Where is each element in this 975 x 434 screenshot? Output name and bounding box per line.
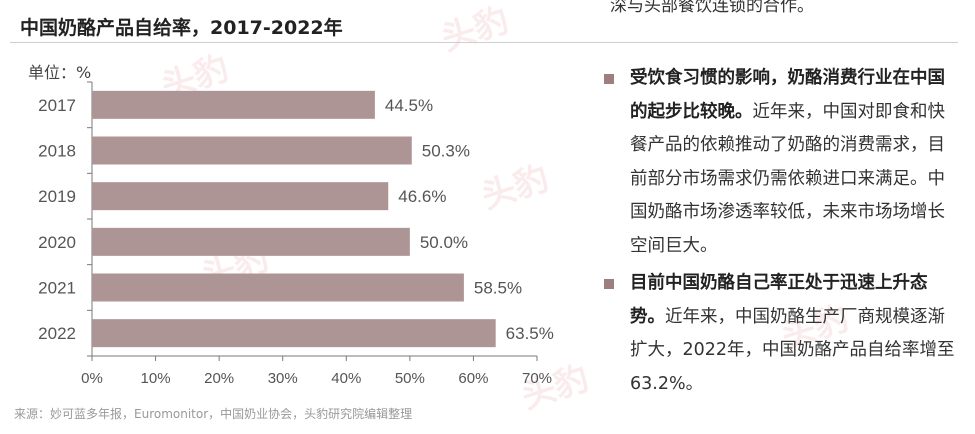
category-label: 2022	[38, 324, 76, 343]
category-label: 2021	[38, 279, 76, 298]
x-tick-label: 0%	[81, 370, 103, 387]
bar	[92, 136, 412, 165]
square-bullet-icon	[604, 279, 614, 289]
x-tick-label: 70%	[522, 370, 552, 387]
category-label: 2017	[38, 96, 76, 115]
bullet-list: 受饮食习惯的影响，奶酪消费行业在中国的起步比较晚。近年来，中国对即食和快餐产品的…	[602, 62, 958, 405]
bullet-text: 近年来，中国奶酪生产厂商规模逐渐扩大，2022年，中国奶酪产品自给率增至63.2…	[630, 306, 955, 394]
data-label: 44.5%	[385, 96, 433, 115]
bar-chart: 0% 10% 20% 30% 40% 50% 60% 70% 2017 44.5% 2018 50.3…	[38, 81, 554, 387]
bar	[92, 273, 464, 302]
bullet-heading: 受饮食习惯的影响，奶酪消费行业在中国的起步比较晚。	[630, 68, 945, 122]
title-divider	[10, 42, 958, 43]
source-note: 来源：妙可蓝多年报，Euromonitor，中国奶业协会，头豹研究院编辑整理	[14, 407, 413, 421]
x-tick-label: 50%	[395, 370, 425, 387]
square-bullet-icon	[604, 74, 614, 84]
bar	[92, 227, 410, 256]
bullet-item: 目前中国奶酪自己率正处于迅速上升态势。近年来，中国奶酪生产厂商规模逐渐扩大，20…	[602, 267, 958, 401]
bar	[92, 319, 496, 348]
x-tick-label: 30%	[268, 370, 298, 387]
category-label: 2018	[38, 142, 76, 161]
x-tick-label: 60%	[458, 370, 488, 387]
data-label: 50.3%	[422, 142, 470, 161]
data-label: 58.5%	[474, 279, 522, 298]
chart-title: 中国奶酪产品自给率，2017-2022年	[20, 17, 343, 39]
category-label: 2019	[38, 187, 76, 206]
data-label: 46.6%	[398, 187, 446, 206]
x-tick-label: 20%	[204, 370, 234, 387]
category-label: 2020	[38, 233, 76, 252]
data-label: 50.0%	[420, 233, 468, 252]
bar	[92, 182, 389, 211]
bullet-heading: 目前中国奶酪自己率正处于迅速上升态势。	[630, 273, 928, 327]
x-tick-label: 40%	[331, 370, 361, 387]
x-tick-label: 10%	[141, 370, 171, 387]
previous-paragraph-fragment: 深与头部餐饮连锁的合作。	[610, 0, 814, 16]
bullet-item: 受饮食习惯的影响，奶酪消费行业在中国的起步比较晚。近年来，中国对即食和快餐产品的…	[602, 62, 958, 263]
bar	[92, 90, 375, 119]
data-label: 63.5%	[506, 324, 554, 343]
bullet-text: 近年来，中国对即食和快餐产品的依赖推动了奶酪的消费需求，目前部分市场需求仍需依赖…	[630, 101, 945, 256]
unit-label: 单位：%	[28, 63, 92, 82]
